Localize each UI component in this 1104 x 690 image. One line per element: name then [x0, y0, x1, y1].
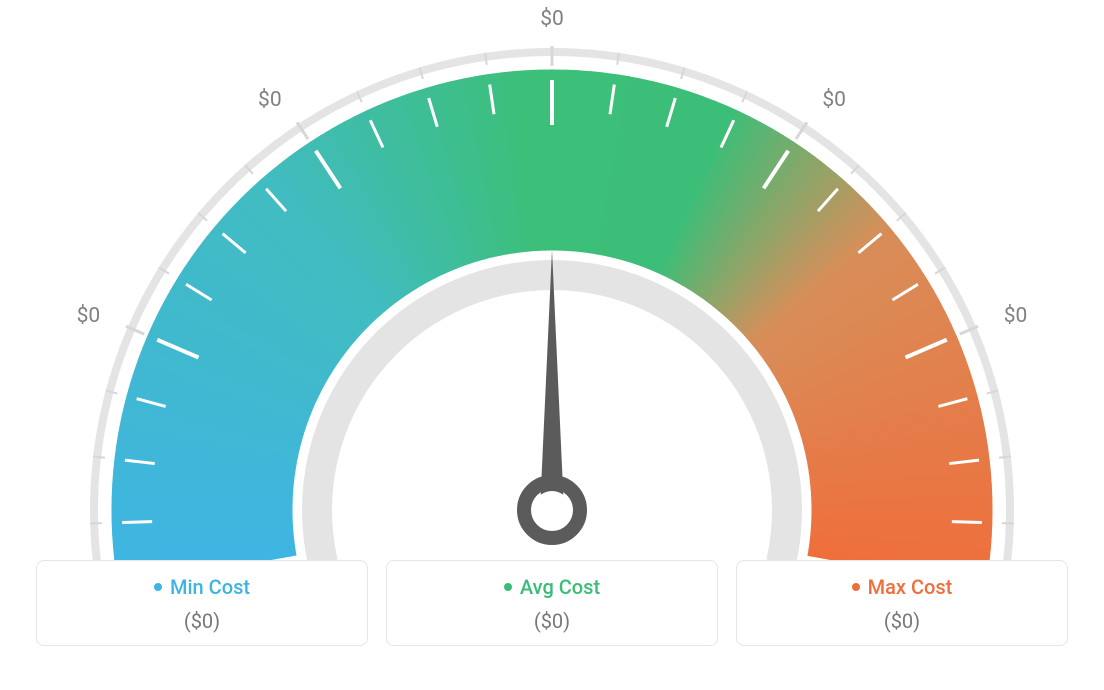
legend-text-min: Min Cost [170, 575, 250, 599]
legend-dot-avg [504, 583, 512, 591]
legend-value-avg: ($0) [397, 609, 707, 633]
gauge-svg: $0$0$0$0$0$0$0 [0, 0, 1104, 560]
legend-card-min: Min Cost ($0) [36, 560, 368, 646]
legend-label-min: Min Cost [47, 575, 357, 599]
legend-card-avg: Avg Cost ($0) [386, 560, 718, 646]
legend-text-avg: Avg Cost [520, 575, 600, 599]
legend-dot-min [154, 583, 162, 591]
gauge-area: $0$0$0$0$0$0$0 [0, 0, 1104, 560]
svg-text:$0: $0 [1004, 304, 1028, 328]
legend-card-max: Max Cost ($0) [736, 560, 1068, 646]
legend-row: Min Cost ($0) Avg Cost ($0) Max Cost ($0… [0, 560, 1104, 646]
svg-text:$0: $0 [540, 7, 564, 31]
legend-text-max: Max Cost [868, 575, 953, 599]
legend-value-min: ($0) [47, 609, 357, 633]
svg-text:$0: $0 [77, 304, 101, 328]
legend-label-avg: Avg Cost [397, 575, 707, 599]
svg-text:$0: $0 [258, 88, 282, 112]
legend-dot-max [852, 583, 860, 591]
legend-label-max: Max Cost [747, 575, 1057, 599]
chart-container: $0$0$0$0$0$0$0 Min Cost ($0) Avg Cost ($… [0, 0, 1104, 690]
svg-text:$0: $0 [822, 88, 846, 112]
legend-value-max: ($0) [747, 609, 1057, 633]
